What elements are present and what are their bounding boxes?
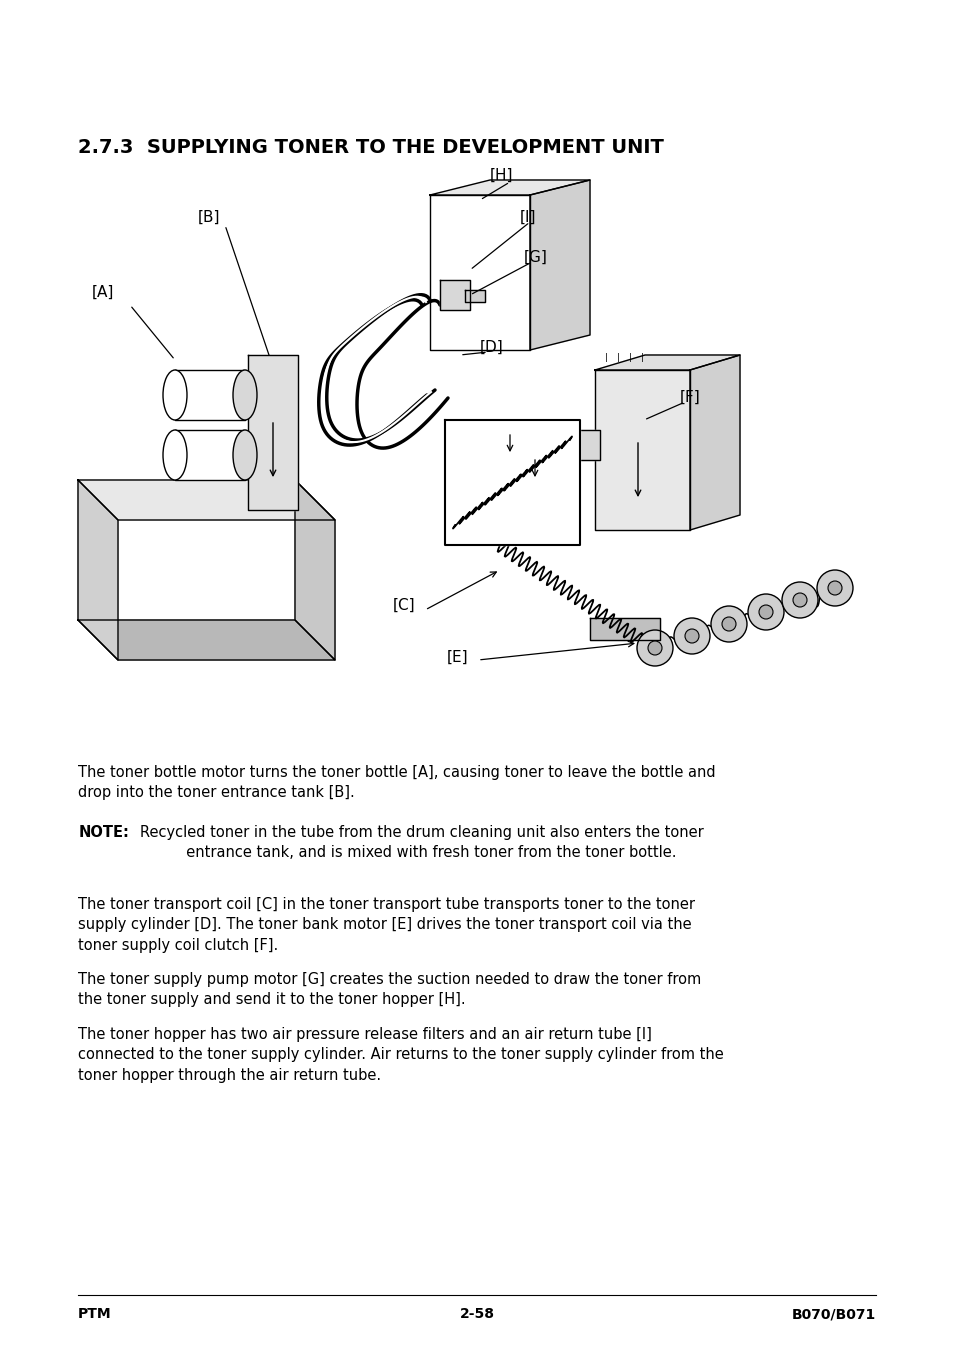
Text: The toner transport coil [C] in the toner transport tube transports toner to the: The toner transport coil [C] in the tone… (78, 897, 695, 952)
Text: [H]: [H] (490, 168, 513, 182)
Polygon shape (464, 290, 484, 303)
Circle shape (747, 594, 783, 630)
Polygon shape (439, 280, 470, 309)
Circle shape (759, 605, 772, 619)
Polygon shape (248, 355, 297, 509)
Text: [E]: [E] (447, 650, 468, 665)
Text: |: | (628, 353, 631, 362)
Polygon shape (595, 355, 740, 370)
Circle shape (637, 630, 672, 666)
Polygon shape (294, 480, 335, 661)
Polygon shape (78, 480, 118, 661)
Text: The toner supply pump motor [G] creates the suction needed to draw the toner fro: The toner supply pump motor [G] creates … (78, 971, 700, 1008)
Circle shape (792, 593, 806, 607)
Polygon shape (444, 420, 579, 544)
Circle shape (721, 617, 735, 631)
Text: [I]: [I] (519, 209, 536, 226)
Text: [A]: [A] (91, 285, 114, 300)
Polygon shape (78, 620, 335, 661)
Text: |: | (604, 353, 607, 362)
Ellipse shape (233, 370, 256, 420)
Ellipse shape (163, 430, 187, 480)
Polygon shape (569, 430, 599, 459)
Text: |: | (617, 353, 619, 362)
Text: The toner hopper has two air pressure release filters and an air return tube [I]: The toner hopper has two air pressure re… (78, 1027, 723, 1082)
Text: B070/B071: B070/B071 (791, 1306, 875, 1321)
Polygon shape (689, 355, 740, 530)
Text: 2-58: 2-58 (459, 1306, 494, 1321)
Text: PTM: PTM (78, 1306, 112, 1321)
Text: Recycled toner in the tube from the drum cleaning unit also enters the toner
   : Recycled toner in the tube from the drum… (140, 825, 703, 861)
Circle shape (827, 581, 841, 594)
Text: |: | (640, 353, 643, 362)
Text: [C]: [C] (393, 598, 416, 613)
Polygon shape (78, 480, 335, 520)
Text: [D]: [D] (479, 340, 503, 355)
Circle shape (684, 630, 699, 643)
Polygon shape (530, 180, 589, 350)
Text: [B]: [B] (198, 209, 220, 226)
Circle shape (647, 640, 661, 655)
Ellipse shape (233, 430, 256, 480)
Polygon shape (174, 430, 245, 480)
Text: 2.7.3  SUPPLYING TONER TO THE DEVELOPMENT UNIT: 2.7.3 SUPPLYING TONER TO THE DEVELOPMENT… (78, 138, 663, 157)
Text: NOTE:: NOTE: (78, 825, 129, 840)
Circle shape (816, 570, 852, 607)
Polygon shape (430, 195, 530, 350)
Polygon shape (174, 370, 245, 420)
Text: [F]: [F] (679, 390, 700, 405)
Text: The toner bottle motor turns the toner bottle [A], causing toner to leave the bo: The toner bottle motor turns the toner b… (78, 765, 715, 800)
Circle shape (710, 607, 746, 642)
Circle shape (781, 582, 817, 617)
Circle shape (673, 617, 709, 654)
Polygon shape (430, 180, 589, 195)
Polygon shape (589, 617, 659, 640)
Polygon shape (595, 370, 689, 530)
Ellipse shape (163, 370, 187, 420)
Text: [G]: [G] (523, 250, 547, 265)
